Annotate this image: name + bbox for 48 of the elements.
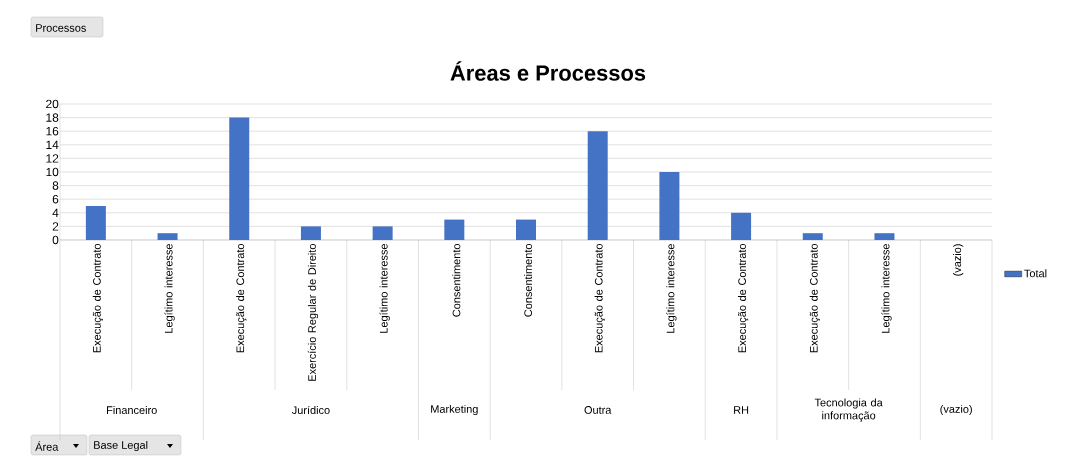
x-tick-label: (vazio) <box>953 244 964 276</box>
bar <box>516 219 537 240</box>
bar <box>157 233 178 240</box>
x-tick-label: Execução de Contrato <box>594 244 605 353</box>
y-tick-label: 10 <box>46 167 59 177</box>
x-tick-label: Execução de Contrato <box>737 244 749 353</box>
bar <box>802 233 823 240</box>
bar <box>659 171 680 240</box>
y-tick-label: 6 <box>52 194 59 204</box>
x-tick-label: Execução de Contrato <box>809 244 820 353</box>
y-tick-label: 12 <box>46 154 59 163</box>
text: Jurídico <box>291 405 330 415</box>
text: Outra <box>584 406 612 414</box>
y-tick-label: 4 <box>52 208 59 217</box>
x-tick-label: Consentimento <box>523 243 533 317</box>
x-tick-label: Exercício Regular de Direito <box>307 244 319 381</box>
x-tick-label: Execução de Contrato <box>236 244 247 353</box>
bar <box>300 226 321 240</box>
text: Financeiro <box>107 405 157 415</box>
bar <box>587 131 608 240</box>
y-tick-label: 2 <box>52 222 59 231</box>
bar <box>874 233 895 240</box>
y-tick-label: 16 <box>46 126 59 136</box>
x-tick-label: Legítimo interesse <box>881 244 892 333</box>
x-tick-label: Execução de Contrato <box>92 244 103 353</box>
bar <box>229 117 250 240</box>
y-tick-label: 8 <box>52 181 59 190</box>
x-tick-label: Legítimo interesse <box>164 244 175 333</box>
bar <box>85 205 106 240</box>
bar <box>444 219 465 240</box>
text: Tecnologia da informação <box>814 398 883 422</box>
text: Base Legal <box>94 440 148 452</box>
text: Marketing <box>431 404 478 416</box>
x-tick-label: Consentimento <box>452 243 461 317</box>
y-tick-label: 0 <box>52 235 59 245</box>
text: Processos <box>36 24 86 32</box>
y-tick-label: 20 <box>46 99 59 109</box>
legend-label: Total <box>1024 269 1047 278</box>
text: RH <box>734 406 749 414</box>
x-tick-label: Legítimo interesse <box>666 244 677 333</box>
chart-title: Áreas e Processos <box>450 61 646 81</box>
text: (vazio) <box>940 404 972 416</box>
y-tick-label: 18 <box>46 113 59 122</box>
x-tick-label: Legítimo interesse <box>379 244 390 333</box>
bar <box>372 226 393 240</box>
text: Área <box>35 441 59 451</box>
y-tick-label: 14 <box>46 140 59 149</box>
bar <box>731 212 752 240</box>
